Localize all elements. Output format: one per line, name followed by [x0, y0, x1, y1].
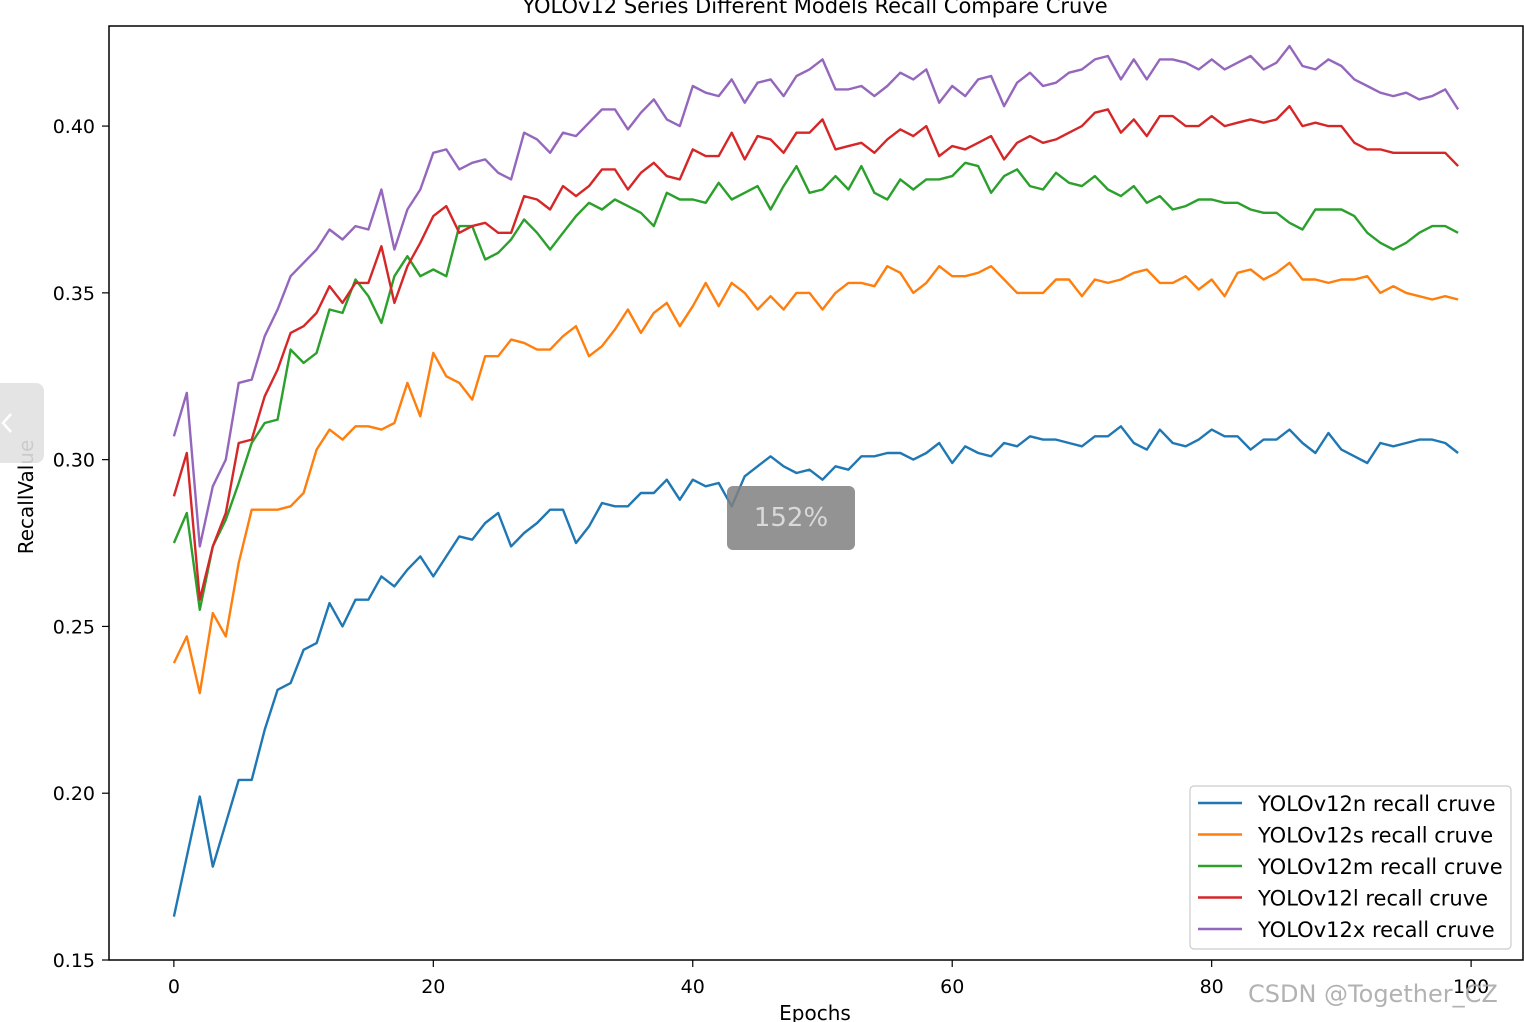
- legend-entry-label: YOLOv12x recall cruve: [1257, 918, 1495, 942]
- series-line-yolov12s: [172, 261, 1459, 695]
- watermark-text: CSDN @Together_CZ: [1248, 980, 1498, 1008]
- x-axis-ticks: 0 20 40 60 80 100: [168, 960, 1489, 998]
- chart-title: YOLOv12 Series Different Models Recall C…: [521, 0, 1107, 18]
- chevron-left-icon: [1, 413, 12, 433]
- legend-entry-label: YOLOv12m recall cruve: [1257, 855, 1503, 879]
- x-tick-label: 0: [168, 976, 180, 998]
- plot-area-frame: [108, 25, 1524, 961]
- y-axis-ticks: 0.15 0.20 0.25 0.30 0.35 0.40: [53, 116, 109, 972]
- series-line-yolov12m: [172, 161, 1459, 611]
- y-tick-label: 0.40: [53, 116, 95, 138]
- series-lines: [172, 44, 1460, 917]
- legend-entry-label: YOLOv12n recall cruve: [1257, 792, 1496, 816]
- zoom-level-badge: 152%: [727, 486, 855, 550]
- legend: YOLOv12n recall cruve YOLOv12s recall cru…: [1189, 785, 1512, 950]
- x-tick-label: 20: [421, 976, 445, 998]
- x-axis-label: Epochs: [779, 1001, 851, 1022]
- legend-box: [1189, 785, 1512, 950]
- legend-entry-label: YOLOv12l recall cruve: [1257, 887, 1488, 911]
- x-tick-label: 80: [1200, 976, 1224, 998]
- y-tick-label: 0.25: [53, 616, 95, 638]
- y-tick-label: 0.20: [53, 783, 95, 805]
- series-line-yolov12x: [172, 44, 1460, 548]
- legend-entry-label: YOLOv12s recall cruve: [1257, 824, 1493, 848]
- x-tick-label: 100: [1453, 976, 1489, 998]
- series-line-yolov12n: [172, 425, 1459, 917]
- y-tick-label: 0.30: [53, 450, 95, 472]
- x-tick-label: 40: [681, 976, 705, 998]
- y-tick-label: 0.15: [53, 950, 95, 972]
- side-collapse-tab[interactable]: [0, 383, 44, 463]
- series-line-yolov12l: [172, 104, 1459, 601]
- x-tick-label: 60: [940, 976, 964, 998]
- y-tick-label: 0.35: [53, 283, 95, 305]
